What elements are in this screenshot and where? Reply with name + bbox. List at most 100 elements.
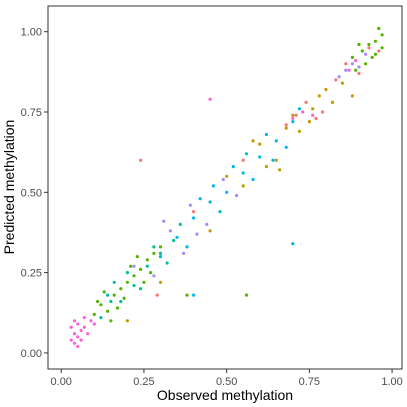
data-point	[364, 62, 368, 66]
data-point	[291, 116, 295, 120]
data-point	[79, 328, 83, 333]
x-tick-label: 0.25	[133, 376, 154, 388]
data-point	[152, 251, 156, 255]
data-point	[314, 116, 318, 120]
data-point	[304, 100, 308, 104]
data-point	[264, 132, 268, 137]
data-point	[79, 338, 83, 342]
data-point	[373, 39, 378, 43]
data-point	[344, 68, 348, 72]
data-point	[135, 255, 139, 259]
x-axis-title: Observed methylation	[157, 387, 293, 403]
data-point	[168, 229, 172, 233]
data-point	[89, 319, 93, 323]
data-point	[307, 120, 311, 124]
data-point	[350, 55, 354, 60]
data-point	[122, 296, 126, 300]
data-point	[251, 177, 255, 182]
data-point	[367, 46, 371, 50]
data-point	[92, 312, 96, 316]
data-point	[158, 280, 163, 284]
data-point	[291, 113, 295, 117]
data-point	[360, 49, 364, 53]
x-tick-label: 0.50	[216, 376, 237, 388]
data-point	[142, 280, 146, 284]
data-point	[175, 235, 179, 239]
data-point	[294, 113, 298, 117]
data-point	[132, 274, 136, 278]
data-point	[72, 332, 77, 336]
data-point	[192, 210, 196, 214]
data-point	[139, 287, 143, 291]
data-point	[367, 42, 371, 47]
data-point	[377, 49, 381, 53]
data-point	[340, 81, 344, 85]
data-point	[152, 274, 156, 278]
data-point	[271, 158, 275, 162]
data-point	[241, 158, 245, 162]
data-point	[357, 71, 361, 76]
data-point	[139, 267, 143, 271]
data-point	[350, 62, 354, 66]
y-tick-label: 0.75	[21, 107, 42, 119]
data-point	[99, 316, 103, 320]
panel-border	[47, 5, 403, 370]
data-point	[96, 299, 100, 304]
data-point	[350, 94, 354, 98]
data-point	[377, 26, 381, 31]
data-point	[274, 139, 278, 143]
data-point	[76, 335, 80, 339]
data-point	[76, 322, 80, 326]
data-point	[205, 222, 209, 226]
data-point	[258, 155, 262, 159]
data-point	[297, 129, 301, 133]
data-point	[231, 165, 235, 169]
data-point	[188, 203, 192, 207]
data-point	[284, 123, 288, 127]
data-point	[172, 238, 176, 243]
data-point	[354, 59, 358, 63]
data-point	[244, 293, 249, 297]
data-point	[162, 219, 166, 223]
data-point	[125, 271, 129, 275]
data-point	[109, 299, 113, 304]
y-tick-label: 0.00	[21, 348, 42, 360]
data-point	[321, 110, 325, 114]
data-point	[297, 107, 301, 111]
data-point	[364, 52, 368, 56]
data-point	[251, 139, 255, 143]
data-point	[373, 52, 378, 56]
data-point	[139, 158, 143, 162]
data-point	[185, 245, 189, 249]
data-point	[198, 197, 202, 201]
data-point	[69, 325, 73, 329]
y-axis: 0.00 0.25 0.50 0.75 1.00	[21, 27, 48, 360]
data-point	[370, 55, 374, 60]
data-point	[132, 283, 136, 288]
data-point	[225, 174, 229, 178]
data-point	[357, 42, 361, 47]
data-point	[324, 87, 328, 92]
data-point	[119, 287, 123, 291]
data-point	[158, 251, 163, 255]
data-point	[155, 293, 159, 297]
data-point	[337, 75, 341, 79]
data-point	[241, 171, 245, 175]
data-point	[185, 293, 189, 297]
data-point	[208, 229, 212, 233]
data-point	[132, 264, 136, 268]
y-tick-label: 0.25	[21, 268, 42, 280]
x-tick-label: 0.75	[299, 376, 320, 388]
data-point	[145, 264, 149, 268]
data-point	[334, 78, 338, 82]
data-point	[218, 210, 222, 214]
data-point	[357, 65, 361, 69]
data-point	[82, 325, 86, 329]
data-point	[258, 142, 262, 146]
data-point	[149, 271, 153, 275]
data-point	[354, 68, 358, 72]
data-point	[109, 319, 113, 323]
y-tick-label: 1.00	[21, 27, 42, 39]
data-point	[208, 97, 212, 101]
